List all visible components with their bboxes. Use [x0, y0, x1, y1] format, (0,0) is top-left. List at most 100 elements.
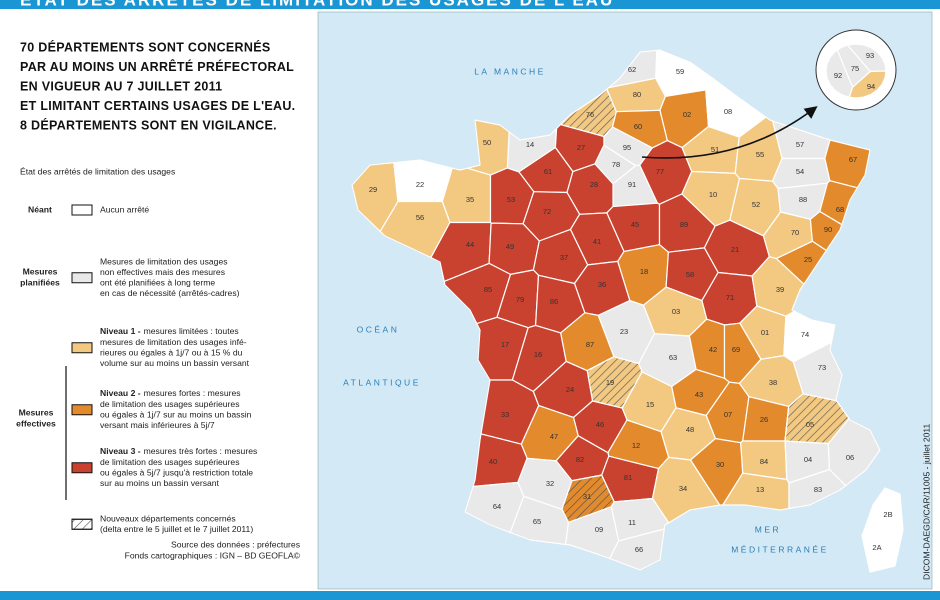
legend-text: sur au moins un bassin versant: [100, 478, 220, 488]
legend-text: ou égales à 1j/7 sur au moins un bassin: [100, 409, 252, 419]
department-code: 64: [493, 502, 501, 511]
sea-label: MÉDITERRANÉE: [731, 544, 829, 554]
department-code: 62: [628, 65, 636, 74]
department-code: 03: [672, 307, 680, 316]
legend-text: volume sur au moins un bassin versant: [100, 358, 250, 368]
sea-label: ATLANTIQUE: [343, 377, 421, 387]
legend-text: mesures de limitation des usages infé-: [100, 337, 247, 347]
department: [609, 528, 666, 571]
department: [861, 525, 902, 573]
department-code: 85: [484, 285, 492, 294]
department-code: 88: [799, 195, 807, 204]
department-code: 34: [679, 484, 687, 493]
department-code: 12: [632, 441, 640, 450]
department-code: 36: [598, 280, 606, 289]
department-code: 52: [752, 200, 760, 209]
legend-group: Néant: [28, 204, 52, 214]
department-code: 86: [550, 297, 558, 306]
department-code: 32: [546, 479, 554, 488]
sea-label: OCÉAN: [357, 324, 400, 334]
legend-text: ont été planifiées à long terme: [100, 277, 215, 287]
department-code: 72: [543, 207, 551, 216]
department-code: 71: [726, 293, 734, 302]
department-code: 95: [623, 143, 631, 152]
department-code: 01: [761, 328, 769, 337]
department-code: 89: [680, 220, 688, 229]
summary-line: EN VIGUEUR AU 7 JUILLET 2011: [20, 79, 222, 93]
department-code: 73: [818, 363, 826, 372]
department-code: 82: [576, 455, 584, 464]
department-code: 68: [836, 205, 844, 214]
legend-text: de limitation des usages supérieures: [100, 457, 240, 467]
department-code: 19: [606, 378, 614, 387]
legend-group: planifiées: [20, 278, 60, 288]
department-code: 77: [656, 167, 664, 176]
department-code: 31: [583, 492, 591, 501]
department-code: 05: [806, 420, 814, 429]
department-code: 60: [634, 122, 642, 131]
department-code: 39: [776, 285, 784, 294]
department-code: 37: [560, 253, 568, 262]
department-code: 2B: [883, 510, 892, 519]
source: Fonds cartographiques : IGN – BD GEOFLA©: [125, 550, 301, 560]
department-code: 2A: [872, 543, 881, 552]
department-code: 11: [628, 518, 636, 527]
department-code: 18: [640, 267, 648, 276]
department-code: 27: [577, 143, 585, 152]
department-code: 51: [711, 145, 719, 154]
department: [722, 472, 790, 511]
department-code: 43: [695, 390, 703, 399]
legend-group: Mesures: [23, 267, 58, 277]
department-code: 92: [834, 71, 842, 80]
department-code: 61: [544, 167, 552, 176]
department-code: 75: [851, 64, 859, 73]
department-code: 91: [628, 180, 636, 189]
department-code: 15: [646, 400, 654, 409]
department-code: 14: [526, 140, 534, 149]
legend-text: Aucun arrêté: [100, 204, 149, 214]
department-code: 78: [612, 160, 620, 169]
legend-line: mesures très fortes : mesures: [144, 446, 258, 456]
legend-group: effectives: [16, 418, 56, 428]
credit: DICOM-DAEGD/CAR/11005 - juillet 2011: [921, 423, 931, 580]
legend-group: Mesures: [19, 407, 54, 417]
department-code: 83: [814, 485, 822, 494]
legend-heading: Niveau 2 -: [100, 388, 141, 398]
department-code: 48: [686, 425, 694, 434]
department-code: 06: [846, 453, 854, 462]
department-code: 42: [709, 345, 717, 354]
department-code: 41: [593, 237, 601, 246]
legend-heading: Niveau 3 -: [100, 446, 141, 456]
department-code: 44: [466, 240, 474, 249]
legend-text: Niveau 3 - mesures très fortes : mesures: [100, 446, 257, 456]
legend-swatch: [71, 404, 93, 416]
department-code: 84: [760, 457, 768, 466]
department-code: 56: [416, 213, 424, 222]
sea-label: MER: [755, 524, 781, 534]
department-code: 17: [501, 340, 509, 349]
department: [848, 70, 887, 99]
summary-line: 70 DÉPARTEMENTS SONT CONCERNÉS: [20, 39, 270, 54]
department-code: 46: [596, 420, 604, 429]
department-code: 23: [620, 327, 628, 336]
legend-swatch: [71, 462, 93, 474]
department-code: 02: [683, 110, 691, 119]
department-code: 94: [867, 82, 875, 91]
source: Source des données : préfectures: [171, 539, 300, 549]
labels: 70 DÉPARTEMENTS SONT CONCERNÉS PAR AU MOI…: [16, 39, 931, 580]
department-code: 59: [676, 67, 684, 76]
department-code: 07: [724, 410, 732, 419]
department-code: 87: [586, 340, 594, 349]
legend-text: de limitation des usages supérieures: [100, 399, 240, 409]
legend-text: rieures ou égales à 1j/7 ou à 15 % du: [100, 347, 243, 357]
department-code: 80: [633, 90, 641, 99]
department-code: 40: [489, 457, 497, 466]
legend-swatch: [71, 204, 93, 216]
sea-label: LA MANCHE: [474, 66, 546, 76]
department-code: 90: [824, 225, 832, 234]
department: [825, 49, 854, 98]
department-code: 74: [801, 330, 809, 339]
department-code: 45: [631, 220, 639, 229]
legend-line: mesures limitées : toutes: [144, 326, 239, 336]
